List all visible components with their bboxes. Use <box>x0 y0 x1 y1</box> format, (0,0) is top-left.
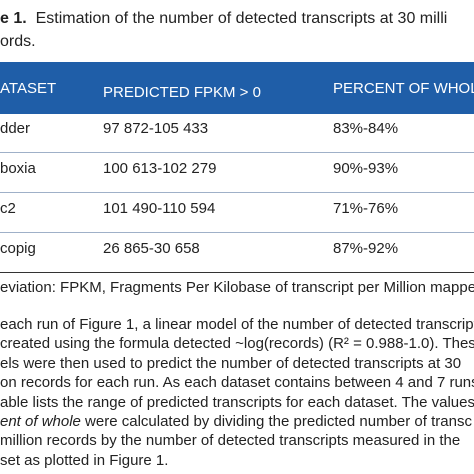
table-header: ATASET PREDICTED FPKM > 0 PERCENT OF WHO… <box>0 62 474 114</box>
caption-label: e 1. <box>0 10 27 27</box>
table-cell: 71%-76% <box>333 200 399 217</box>
table-cell: 101 490-110 594 <box>103 200 216 217</box>
table-cell: 26 865-30 658 <box>103 240 200 257</box>
table-cell: 87%-92% <box>333 240 399 257</box>
table-cell: copig <box>0 240 36 257</box>
abbreviation-note: eviation: FPKM, Fragments Per Kilobase o… <box>0 279 474 296</box>
note-line: able lists the range of predicted transc… <box>0 393 474 411</box>
note-line: million records by the number of detecte… <box>0 432 461 450</box>
table-cell: 97 872-105 433 <box>103 120 209 137</box>
note-line: on records for each run. As each dataset… <box>0 374 474 392</box>
note-line: set as plotted in Figure 1. <box>0 451 169 469</box>
header-cell: ATASET <box>0 80 57 97</box>
table-cell: dder <box>0 120 31 137</box>
table-cell: c2 <box>0 200 16 217</box>
table-cell: 100 613-102 279 <box>103 160 217 177</box>
italic-text: ent of whole <box>0 413 81 430</box>
caption-text: ords. <box>0 33 36 50</box>
caption-line: e 1. Estimation of the number of detecte… <box>0 10 447 28</box>
header-cell: PREDICTED FPKM > 0 <box>103 84 261 101</box>
caption-text: Estimation of the number of detected tra… <box>35 10 448 27</box>
note-line: ent of whole were calculated by dividing… <box>0 413 472 430</box>
row-separator <box>0 232 474 233</box>
table-cell: 83%-84% <box>333 120 399 137</box>
note-line: els were then used to predict the number… <box>0 354 462 372</box>
note-text: were calculated by dividing the predicte… <box>80 413 472 430</box>
header-cell: PERCENT OF WHOL <box>333 80 474 97</box>
row-separator <box>0 192 474 193</box>
note-line: created using the formula detected ~log(… <box>0 335 474 353</box>
table-cell: 90%-93% <box>333 160 399 177</box>
row-separator <box>0 152 474 153</box>
note-line: each run of Figure 1, a linear model of … <box>0 316 474 333</box>
row-separator <box>0 272 474 273</box>
table-cell: boxia <box>0 160 36 177</box>
